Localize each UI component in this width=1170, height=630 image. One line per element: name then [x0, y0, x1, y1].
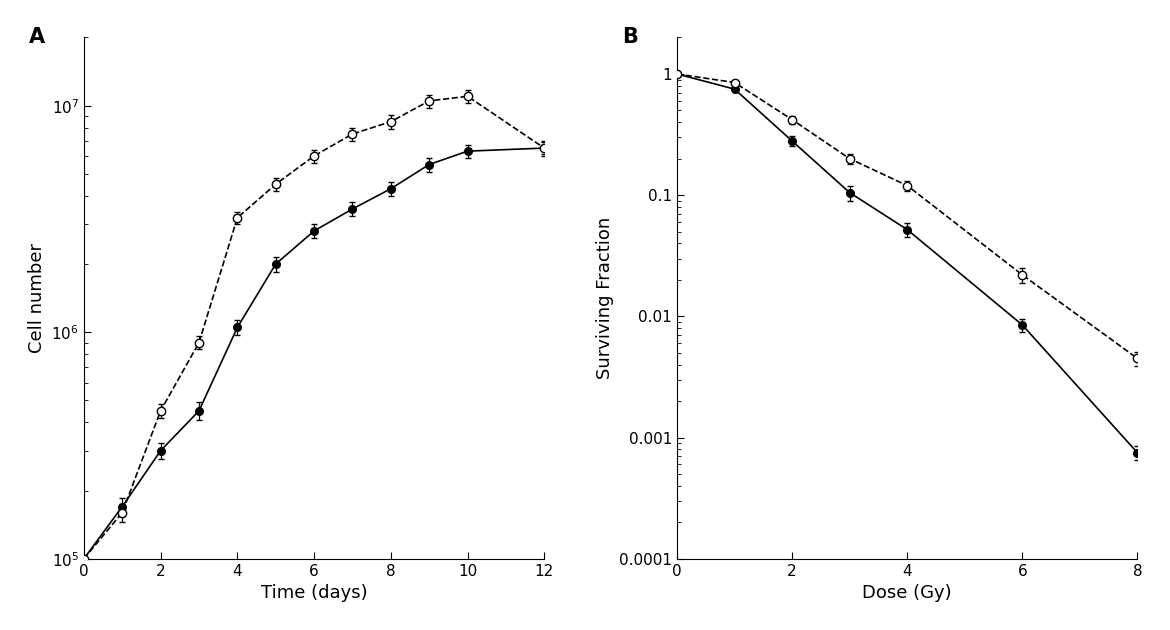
Text: B: B: [621, 27, 638, 47]
X-axis label: Dose (Gy): Dose (Gy): [862, 584, 952, 602]
Text: A: A: [28, 27, 44, 47]
Y-axis label: Surviving Fraction: Surviving Fraction: [596, 217, 613, 379]
X-axis label: Time (days): Time (days): [261, 584, 367, 602]
Y-axis label: Cell number: Cell number: [28, 243, 46, 353]
